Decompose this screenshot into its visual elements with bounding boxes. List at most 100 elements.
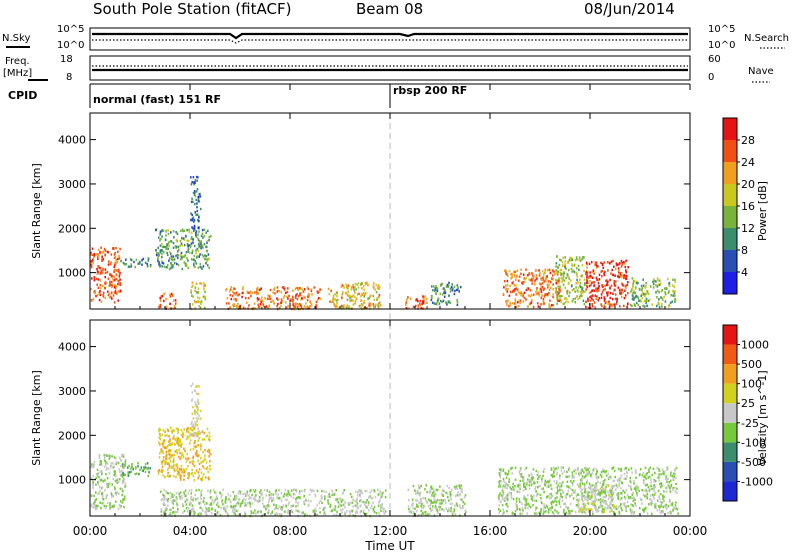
heatmap-cell [186, 239, 188, 242]
heatmap-cell [614, 475, 616, 479]
heatmap-cell [210, 495, 213, 499]
heatmap-cell [624, 477, 627, 480]
heatmap-cell [195, 198, 197, 202]
heatmap-cell [169, 460, 172, 463]
heatmap-cell [503, 497, 506, 501]
colorbar-tick-label: 500 [741, 358, 762, 371]
heatmap-cell [282, 296, 285, 299]
heatmap-cell [285, 494, 288, 497]
heatmap-cell [196, 209, 199, 213]
heatmap-cell [643, 292, 645, 296]
heatmap-cell [96, 272, 99, 276]
heatmap-cell [249, 496, 251, 499]
heatmap-cell [164, 510, 166, 513]
heatmap-cell [246, 490, 249, 493]
heatmap-cell [380, 509, 382, 513]
heatmap-cell [108, 284, 110, 288]
heatmap-cell [198, 511, 201, 515]
heatmap-cell [510, 488, 513, 491]
heatmap-cell [124, 460, 127, 463]
heatmap-cell [514, 485, 516, 488]
heatmap-cell [119, 500, 122, 503]
heatmap-cell [508, 480, 510, 484]
heatmap-cell [340, 285, 343, 288]
heatmap-cell [339, 497, 341, 501]
heatmap-cell [195, 385, 197, 388]
heatmap-cell [565, 475, 567, 478]
heatmap-cell [626, 306, 628, 309]
heatmap-cell [660, 504, 663, 507]
heatmap-cell [676, 487, 678, 490]
heatmap-cell [591, 489, 594, 492]
heatmap-cell [418, 492, 420, 496]
heatmap-cell [314, 507, 317, 510]
heatmap-cell [576, 498, 578, 502]
heatmap-cell [324, 495, 326, 498]
heatmap-cell [593, 289, 596, 292]
heatmap-cell [607, 472, 610, 475]
heatmap-cell [613, 505, 616, 508]
heatmap-cell [663, 295, 665, 299]
heatmap-cell [130, 263, 132, 266]
heatmap-cell [200, 457, 202, 460]
heatmap-cell [506, 279, 509, 283]
heatmap-cell [570, 267, 573, 271]
heatmap-cell [99, 501, 102, 504]
heatmap-cell [171, 441, 174, 445]
heatmap-cell [605, 484, 608, 487]
heatmap-cell [129, 467, 132, 470]
heatmap-cell [204, 297, 207, 301]
heatmap-cell [556, 486, 559, 489]
heatmap-cell [192, 295, 195, 298]
heatmap-cell [461, 498, 463, 501]
heatmap-cell [203, 466, 205, 470]
heatmap-cell [416, 491, 419, 494]
heatmap-cell [531, 478, 534, 481]
heatmap-cell [266, 297, 269, 300]
heatmap-cell [532, 293, 535, 296]
heatmap-cell [195, 392, 198, 395]
heatmap-cell [522, 295, 524, 298]
heatmap-cell [193, 244, 196, 248]
heatmap-cell [513, 289, 516, 293]
heatmap-cell [530, 279, 532, 282]
heatmap-cell [173, 453, 176, 457]
heatmap-cell [295, 509, 297, 512]
heatmap-cell [292, 289, 294, 292]
heatmap-cell [603, 299, 606, 302]
heatmap-cell [200, 300, 203, 303]
heatmap-cell [646, 492, 649, 496]
heatmap-cell [250, 488, 252, 492]
heatmap-cell [604, 297, 606, 301]
heatmap-cell [519, 467, 522, 470]
heatmap-cell [412, 305, 415, 308]
heatmap-cell [621, 509, 623, 512]
heatmap-cell [609, 506, 612, 510]
heatmap-cell [589, 274, 592, 277]
heatmap-cell [675, 482, 677, 486]
heatmap-cell [429, 487, 432, 490]
heatmap-cell [648, 298, 651, 301]
heatmap-cell [456, 487, 459, 490]
heatmap-cell [195, 249, 197, 252]
heatmap-cell [462, 506, 464, 509]
heatmap-cell [111, 455, 113, 458]
heatmap-cell [171, 454, 174, 457]
heatmap-cell [535, 274, 538, 277]
heatmap-cell [664, 291, 666, 294]
heatmap-cell [97, 483, 100, 486]
heatmap-cell [509, 290, 512, 294]
heatmap-cell [105, 496, 107, 499]
heatmap-cell [513, 284, 516, 287]
heatmap-cell [559, 298, 561, 301]
heatmap-cell [161, 462, 163, 465]
heatmap-cell [118, 503, 121, 507]
heatmap-cell [266, 506, 268, 509]
heatmap-cell [194, 493, 196, 497]
heatmap-cell [124, 473, 127, 477]
heatmap-cell [673, 294, 675, 297]
heatmap-cell [583, 485, 586, 489]
heatmap-cell [168, 464, 171, 468]
heatmap-cell [627, 484, 630, 487]
heatmap-cell [596, 493, 598, 496]
